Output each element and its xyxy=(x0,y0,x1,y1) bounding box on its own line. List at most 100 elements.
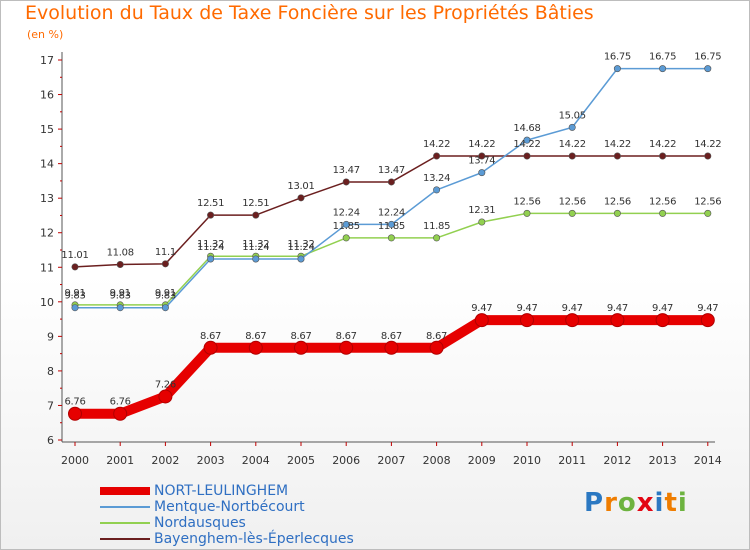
data-label: 13.01 xyxy=(287,181,314,192)
data-label: 8.67 xyxy=(245,331,266,342)
data-label: 13.24 xyxy=(423,173,450,184)
data-label: 11.24 xyxy=(287,242,314,253)
data-label: 14.22 xyxy=(423,139,450,150)
logo-letter: r xyxy=(604,488,618,518)
x-tick-label: 2006 xyxy=(332,454,360,467)
data-point xyxy=(429,340,444,355)
data-point xyxy=(387,220,395,228)
data-label: 12.24 xyxy=(333,207,360,218)
proxiti-logo: Proxiti xyxy=(584,488,688,518)
data-label: 8.67 xyxy=(381,331,402,342)
x-tick-label: 2000 xyxy=(61,454,89,467)
data-label: 9.83 xyxy=(155,291,176,302)
data-point xyxy=(116,304,124,312)
data-label: 9.47 xyxy=(516,303,537,314)
x-tick-label: 2007 xyxy=(377,454,405,467)
data-point xyxy=(342,178,350,186)
y-tick-label: 9 xyxy=(47,330,54,343)
data-label: 12.51 xyxy=(197,198,224,209)
y-axis-label: (en %) xyxy=(27,28,64,41)
data-point xyxy=(704,209,712,217)
data-label: 9.47 xyxy=(607,303,628,314)
data-label: 13.47 xyxy=(378,165,405,176)
data-label: 11.85 xyxy=(333,221,360,232)
data-label: 11.01 xyxy=(61,250,88,261)
data-label: 12.51 xyxy=(242,198,269,209)
data-label: 14.22 xyxy=(649,139,676,150)
data-label: 6.76 xyxy=(110,397,131,408)
data-label: 14.22 xyxy=(559,139,586,150)
data-label: 9.91 xyxy=(155,288,176,299)
x-tick-label: 2010 xyxy=(513,454,541,467)
logo-letter: P xyxy=(584,488,605,518)
data-point xyxy=(478,218,486,226)
data-point xyxy=(523,152,531,160)
data-point xyxy=(71,304,79,312)
data-point xyxy=(252,255,260,263)
legend-label: NORT-LEULINGHEM xyxy=(154,483,289,499)
data-point xyxy=(520,313,534,328)
logo-letter: t xyxy=(664,488,678,518)
data-label: 9.83 xyxy=(110,291,131,302)
legend-swatch-bayenghem xyxy=(100,538,150,540)
data-label: 14.22 xyxy=(513,139,540,150)
data-label: 11.1 xyxy=(155,247,176,258)
data-label: 7.26 xyxy=(155,379,176,390)
data-label: 13.47 xyxy=(333,165,360,176)
data-label: 14.22 xyxy=(604,139,631,150)
x-tick-label: 2003 xyxy=(197,454,225,467)
data-label: 8.67 xyxy=(200,331,221,342)
data-point xyxy=(71,263,79,271)
data-point xyxy=(568,152,576,160)
data-point xyxy=(568,123,576,131)
data-point xyxy=(68,406,82,421)
data-label: 11.24 xyxy=(197,242,224,253)
data-label: 13.74 xyxy=(468,156,495,167)
data-label: 8.67 xyxy=(290,331,311,342)
y-tick-label: 16 xyxy=(40,89,54,102)
data-label: 12.56 xyxy=(604,196,631,207)
data-point xyxy=(207,255,215,263)
data-label: 12.56 xyxy=(649,196,676,207)
data-label: 11.08 xyxy=(107,248,134,259)
x-tick-label: 2012 xyxy=(603,454,631,467)
data-point xyxy=(478,152,486,160)
data-point xyxy=(478,169,486,177)
data-label: 8.67 xyxy=(336,331,357,342)
data-label: 12.31 xyxy=(468,205,495,216)
data-point xyxy=(704,152,712,160)
series-line-1 xyxy=(74,67,709,309)
legend-swatch-mentque-nortbecourt xyxy=(100,506,150,508)
data-point xyxy=(474,313,489,328)
data-label: 14.68 xyxy=(513,123,540,134)
data-point xyxy=(203,340,218,355)
data-label: 15.05 xyxy=(559,110,586,121)
data-point xyxy=(387,234,395,242)
data-label: 9.47 xyxy=(562,303,583,314)
data-point xyxy=(568,209,576,217)
data-point xyxy=(700,313,715,328)
data-point xyxy=(297,194,305,202)
data-point xyxy=(207,211,215,219)
y-tick-label: 14 xyxy=(40,158,54,171)
logo-letter: i xyxy=(654,488,665,518)
data-point xyxy=(613,65,621,73)
data-label: 12.56 xyxy=(559,196,586,207)
data-point xyxy=(523,136,531,144)
data-label: 11.85 xyxy=(378,221,405,232)
data-point xyxy=(433,234,441,242)
data-point xyxy=(161,260,169,268)
data-label: 14.22 xyxy=(694,139,721,150)
x-tick-label: 2011 xyxy=(558,454,586,467)
data-label: 6.76 xyxy=(64,397,85,408)
y-tick-label: 11 xyxy=(40,261,54,274)
y-tick-label: 10 xyxy=(40,296,54,309)
legend-swatch-nordausques xyxy=(100,522,150,524)
data-point xyxy=(387,178,395,186)
y-tick-label: 15 xyxy=(40,123,54,136)
logo-letter: i xyxy=(677,488,688,518)
data-point xyxy=(116,261,124,269)
data-label: 11.32 xyxy=(197,239,224,250)
data-label: 16.75 xyxy=(649,52,676,63)
data-label: 12.56 xyxy=(513,196,540,207)
